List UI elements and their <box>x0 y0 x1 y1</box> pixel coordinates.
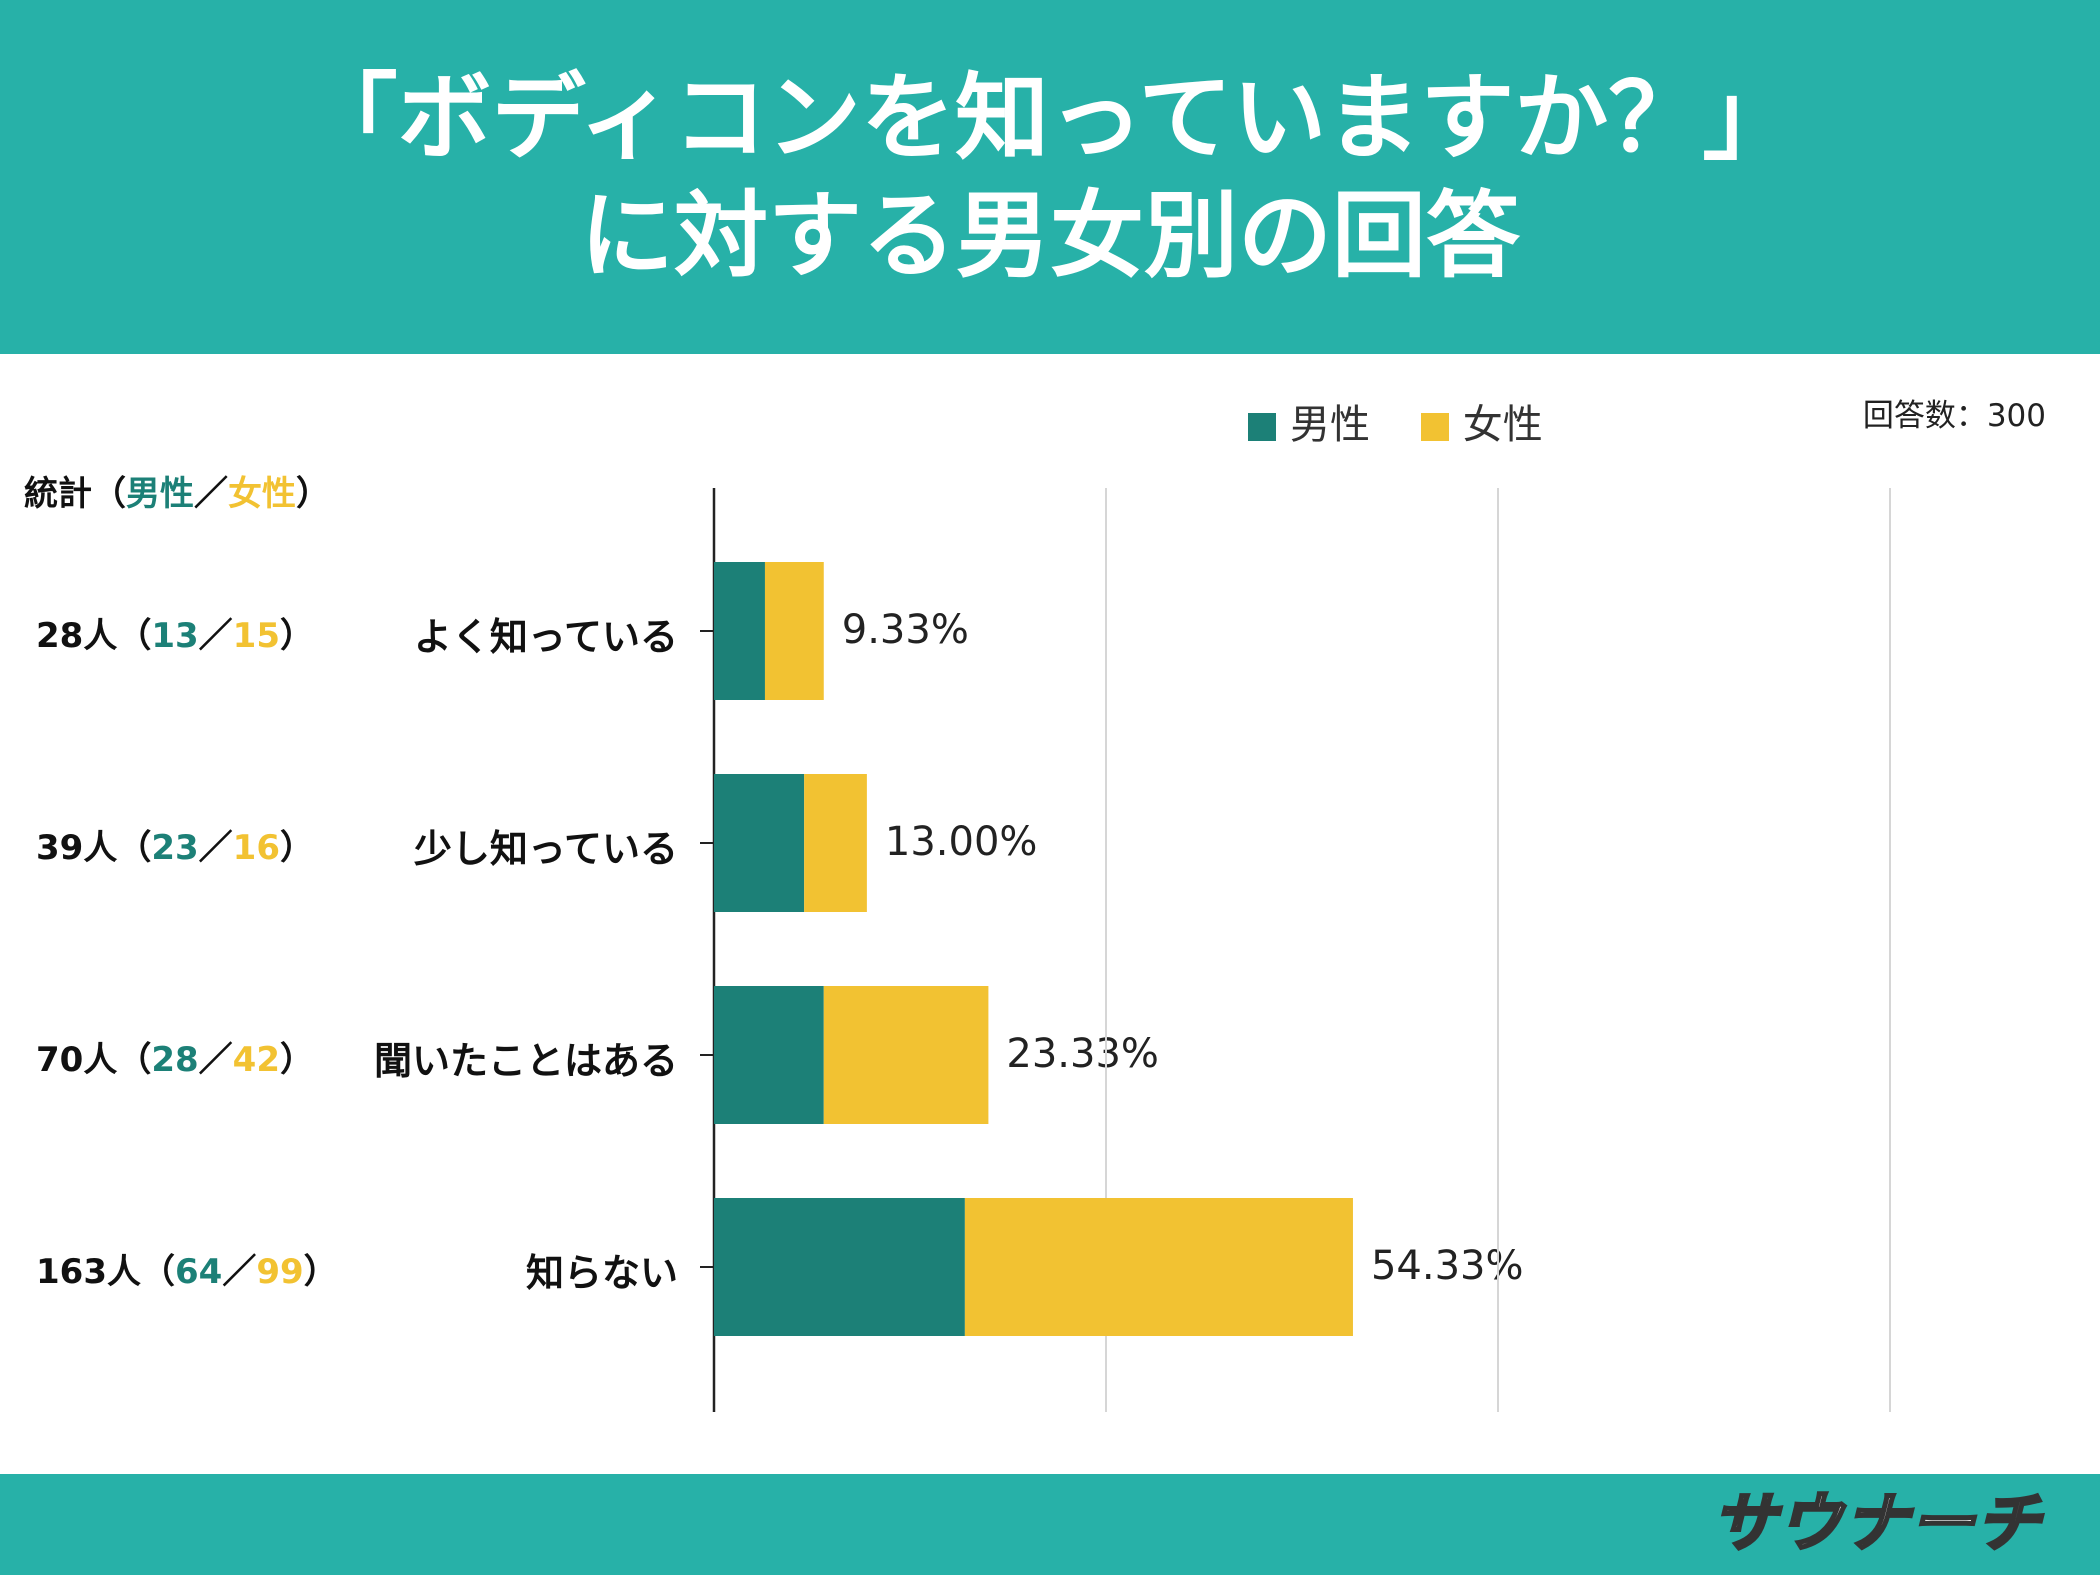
bar-female-4 <box>964 1198 1353 1336</box>
bar-male-1 <box>714 562 765 700</box>
stat-row-2: 39人（23／16） <box>36 828 314 868</box>
legend-item-male: 男性 <box>1248 402 1370 448</box>
footer-banner: サウナーチ <box>0 1474 2100 1575</box>
stat-female: 42 <box>232 1040 280 1080</box>
legend-swatch-male <box>1248 413 1276 441</box>
bar-male-4 <box>714 1198 965 1336</box>
stat-male: 23 <box>151 828 199 868</box>
stat-female: 15 <box>232 616 280 656</box>
page-title-line-1: 「ボディコンを知っていますか？」 <box>303 64 1797 173</box>
category-label-4: 知らない <box>525 1251 678 1295</box>
legend-label-male: 男性 <box>1290 402 1370 448</box>
chart-legend: 男性 女性 <box>1248 402 1581 448</box>
stat-male: 64 <box>174 1252 223 1292</box>
category-label-3: 聞いたことはある <box>373 1039 678 1083</box>
category-label-1: よく知っている <box>413 615 678 659</box>
stat-male: 28 <box>151 1040 199 1080</box>
stats-header-male: 男性 <box>126 474 194 514</box>
stat-female: 16 <box>232 828 280 868</box>
stat-total: 39人 <box>36 828 118 868</box>
bar-male-3 <box>714 986 824 1124</box>
respondent-count: 回答数：300 <box>1862 398 2046 434</box>
page-title-line-2: に対する男女別の回答 <box>579 182 1520 291</box>
percent-label-1: 9.33% <box>841 607 969 653</box>
legend-label-female: 女性 <box>1462 402 1543 448</box>
bar-female-3 <box>823 986 989 1124</box>
stat-male: 13 <box>151 616 199 656</box>
brand-logo-text: サウナーチ <box>1711 1486 2042 1563</box>
stats-header-prefix: 統計（ <box>24 474 126 514</box>
stat-row-3: 70人（28／42） <box>36 1040 314 1080</box>
bar-female-1 <box>764 562 824 700</box>
category-label-2: 少し知っている <box>413 827 678 871</box>
stats-header: 統計（男性／女性） <box>24 466 330 515</box>
legend-item-female: 女性 <box>1420 402 1543 448</box>
percent-label-2: 13.00% <box>884 819 1038 865</box>
header-banner: 「ボディコンを知っていますか？」 に対する男女別の回答 <box>0 0 2100 354</box>
stacked-bar-chart <box>700 488 1891 1412</box>
stat-row-1: 28人（13／15） <box>36 616 314 656</box>
stats-header-female: 女性 <box>228 474 296 514</box>
bar-female-2 <box>804 774 867 912</box>
percent-label-3: 23.33% <box>1006 1031 1159 1077</box>
stats-header-sep: ／ <box>194 474 228 514</box>
legend-swatch-female <box>1420 413 1449 441</box>
stat-total: 28人 <box>36 616 118 656</box>
stat-total: 70人 <box>36 1040 118 1080</box>
stat-female: 99 <box>256 1252 304 1292</box>
stat-row-4: 163人（64／99） <box>36 1252 338 1292</box>
brand-logo: サウナーチ <box>1711 1484 2042 1564</box>
stats-header-suffix: ） <box>296 474 330 514</box>
bar-male-2 <box>714 774 805 912</box>
stat-total: 163人 <box>36 1252 141 1292</box>
